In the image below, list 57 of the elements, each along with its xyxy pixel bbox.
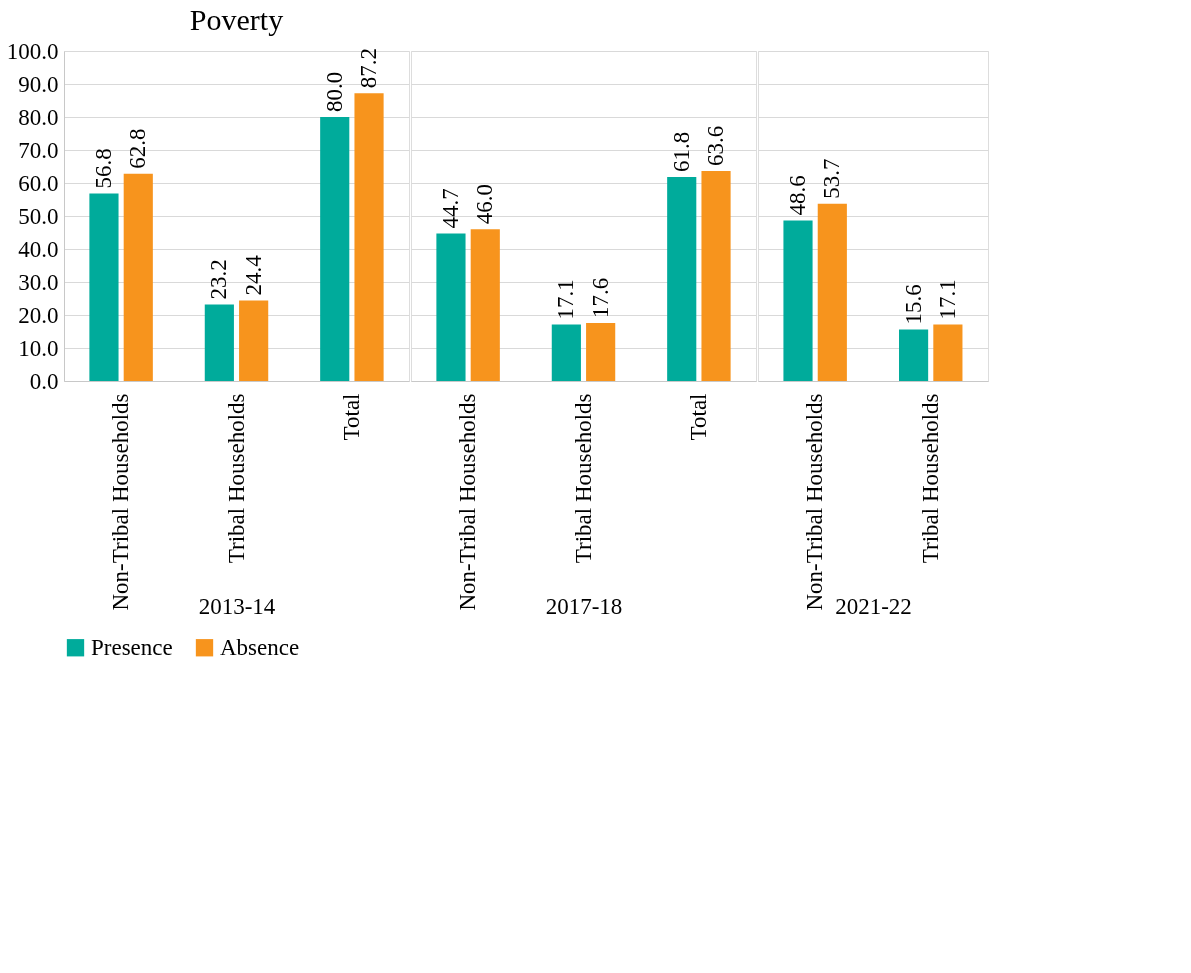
data-label: 17.6 (587, 277, 613, 318)
data-label: 61.8 (668, 131, 694, 173)
x-tick-label: Non-Tribal Households (802, 393, 828, 611)
data-label: 44.7 (437, 188, 463, 229)
data-label: 87.2 (356, 47, 382, 89)
y-tick-label: 0.0 (29, 368, 59, 394)
x-tick-label: Total (685, 393, 711, 441)
bar (354, 93, 384, 381)
bar (586, 322, 616, 381)
x-tick-label: Tribal Households (223, 393, 249, 564)
x-tick-label: Non-Tribal Households (108, 393, 134, 611)
y-tick-label: 20.0 (18, 302, 59, 328)
bar (701, 171, 731, 381)
data-label: 23.2 (206, 259, 232, 300)
x-axis-title: 2021-22 (835, 593, 912, 619)
x-tick-label: Tribal Households (570, 393, 596, 564)
x-axis-title: 2013-14 (198, 593, 276, 619)
y-tick-label: 40.0 (18, 236, 59, 262)
bar (817, 203, 847, 381)
data-label: 24.4 (240, 254, 266, 296)
x-tick-label: Tribal Households (917, 393, 943, 564)
y-tick-label: 10.0 (18, 335, 59, 361)
bar (667, 177, 697, 381)
data-label: 56.8 (90, 148, 116, 189)
x-tick-label: Total (338, 393, 364, 441)
bar (783, 220, 813, 381)
data-label: 46.0 (472, 183, 498, 225)
y-tick-label: 50.0 (18, 203, 59, 229)
bar (436, 233, 466, 381)
bar (89, 193, 119, 381)
bar (123, 173, 153, 381)
chart-title: Poverty (189, 3, 284, 36)
bar (470, 229, 500, 381)
bar (551, 324, 581, 381)
bar (320, 117, 350, 381)
legend-label: Absence (220, 634, 300, 660)
y-tick-label: 90.0 (18, 71, 59, 97)
bar (933, 324, 963, 381)
data-label: 15.6 (900, 284, 926, 325)
data-label: 80.0 (321, 71, 347, 112)
data-label: 63.6 (703, 125, 729, 167)
bar (204, 304, 234, 381)
x-tick-label: Non-Tribal Households (455, 393, 481, 611)
y-tick-label: 80.0 (18, 104, 59, 130)
data-label: 17.1 (934, 279, 960, 320)
y-tick-label: 100.0 (6, 38, 59, 64)
x-axis-title: 2017-18 (545, 593, 623, 619)
legend-label: Presence (91, 634, 173, 660)
data-label: 62.8 (125, 128, 151, 169)
y-tick-label: 60.0 (18, 170, 59, 196)
bar (899, 329, 929, 381)
data-label: 53.7 (819, 158, 845, 199)
bar (239, 300, 269, 381)
data-label: 48.6 (785, 175, 811, 216)
data-label: 17.1 (553, 279, 579, 320)
y-tick-label: 70.0 (18, 137, 59, 163)
y-tick-label: 30.0 (18, 269, 59, 295)
